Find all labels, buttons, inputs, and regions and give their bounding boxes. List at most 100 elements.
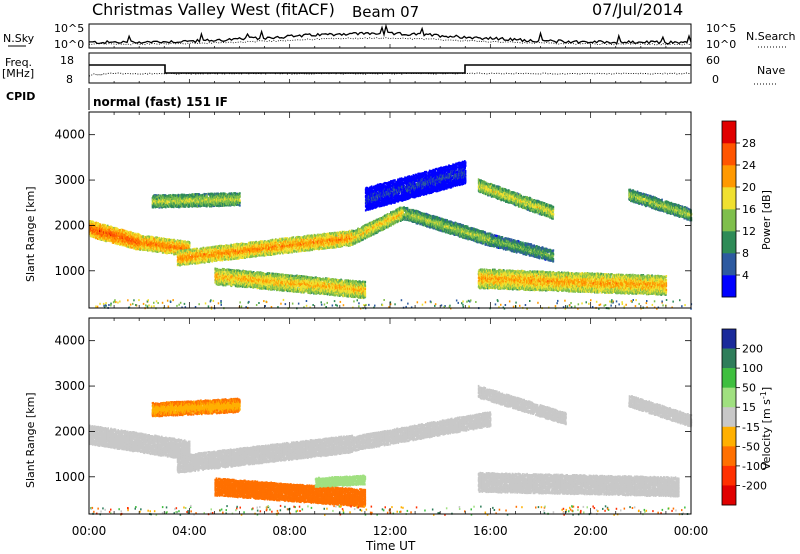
heatmap-cell — [139, 244, 142, 247]
heatmap-cell — [140, 245, 143, 248]
heatmap-cell — [105, 234, 108, 237]
heatmap-cell — [150, 236, 152, 239]
heatmap-cell — [138, 236, 140, 239]
heatmap-cell — [129, 236, 131, 239]
heatmap-cell — [165, 241, 168, 244]
heatmap-cell — [131, 237, 134, 240]
cpid-value: normal (fast) 151 IF — [93, 95, 228, 109]
heatmap-cell — [160, 249, 163, 252]
heatmap-cell — [117, 228, 119, 231]
heatmap-cell — [127, 236, 129, 239]
heatmap-cell — [92, 235, 94, 238]
heatmap-cell — [127, 244, 129, 247]
heatmap-cell — [93, 232, 95, 235]
heatmap-cell — [136, 240, 138, 244]
heatmap-cell — [94, 227, 96, 230]
heatmap-cell — [150, 235, 153, 238]
heatmap-cell — [163, 248, 166, 251]
heatmap-cell — [104, 228, 106, 231]
heatmap-cell — [186, 243, 188, 246]
heatmap-cell — [106, 230, 109, 233]
heatmap-cell — [137, 244, 139, 247]
heatmap-cell — [137, 233, 140, 236]
heatmap-cell — [119, 233, 121, 236]
heatmap-cell — [140, 247, 142, 250]
heatmap-cell — [168, 243, 170, 246]
freq-nave-panel — [88, 52, 692, 84]
heatmap-cell — [119, 232, 122, 235]
heatmap-cell — [108, 236, 110, 240]
nsky-label: N.Sky — [3, 32, 35, 45]
heatmap-cell — [142, 238, 145, 241]
heatmap-cell — [173, 242, 175, 245]
heatmap-cell — [128, 246, 131, 249]
heatmap-cell — [182, 241, 185, 244]
heatmap-cell — [181, 254, 184, 257]
heatmap-cell — [101, 231, 104, 234]
heatmap-cell — [165, 245, 168, 248]
heatmap-cell — [91, 226, 93, 229]
heatmap-cell — [158, 249, 161, 252]
heatmap-cell — [188, 245, 191, 248]
heatmap-cell — [162, 251, 164, 254]
heatmap-cell — [112, 235, 114, 238]
heatmap-cell — [94, 234, 96, 237]
beam-label: Beam 07 — [352, 3, 419, 21]
heatmap-cell — [127, 234, 130, 237]
heatmap-cell — [91, 232, 94, 235]
heatmap-cell — [163, 237, 165, 240]
heatmap-cell — [104, 230, 106, 233]
heatmap-cell — [122, 228, 124, 232]
nsearch-tick-top: 10^5 — [706, 22, 736, 35]
heatmap-cell — [170, 239, 173, 242]
heatmap-cell — [171, 241, 174, 244]
heatmap-cell — [117, 234, 120, 237]
heatmap-cell — [142, 246, 145, 250]
heatmap-cell — [170, 244, 173, 247]
nsearch-label: N.Search — [746, 30, 796, 43]
heatmap-cell — [157, 244, 159, 247]
heatmap-cell — [131, 246, 133, 249]
heatmap-cell — [158, 238, 160, 241]
heatmap-cell — [118, 239, 121, 242]
heatmap-cell — [182, 244, 184, 247]
heatmap-cell — [91, 222, 94, 225]
heatmap-cell — [113, 241, 115, 244]
heatmap-cell — [98, 234, 101, 237]
heatmap-cell — [134, 238, 137, 241]
heatmap-cell — [96, 223, 99, 226]
heatmap-cell — [117, 235, 119, 239]
heatmap-cell — [94, 222, 96, 225]
heatmap-cell — [202, 246, 205, 249]
heatmap-cell — [181, 258, 183, 261]
heatmap-cell — [104, 233, 106, 236]
heatmap-cell — [102, 234, 105, 237]
heatmap-cell — [103, 224, 106, 227]
heatmap-cell — [106, 226, 109, 229]
heatmap-cell — [172, 243, 174, 246]
heatmap-cell — [177, 253, 180, 256]
heatmap-cell — [179, 259, 182, 262]
heatmap-cell — [168, 239, 171, 242]
heatmap-cell — [152, 236, 154, 239]
station-title: Christmas Valley West (fitACF) — [92, 0, 335, 19]
heatmap-cell — [159, 248, 161, 251]
heatmap-cell — [117, 238, 120, 241]
heatmap-cell — [150, 243, 153, 246]
heatmap-cell — [163, 243, 165, 246]
heatmap-cell — [91, 230, 94, 234]
heatmap-cell — [174, 240, 176, 243]
heatmap-cell — [96, 230, 98, 233]
heatmap-cell — [114, 233, 116, 236]
heatmap-cell — [133, 241, 135, 245]
heatmap-cell — [150, 245, 152, 248]
heatmap-cell — [174, 241, 177, 244]
heatmap-cell — [143, 239, 145, 242]
heatmap-cell — [168, 251, 171, 254]
heatmap-cell — [173, 250, 175, 254]
heatmap-cell — [147, 236, 150, 239]
heatmap-cell — [96, 233, 98, 236]
nsearch-tick-bottom: 10^0 — [706, 38, 736, 51]
heatmap-cell — [122, 235, 124, 238]
heatmap-cell — [173, 245, 176, 248]
